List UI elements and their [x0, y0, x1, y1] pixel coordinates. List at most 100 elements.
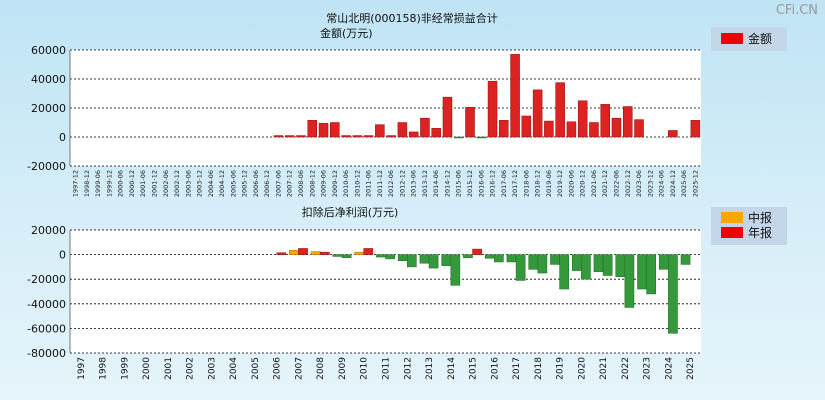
bottom-x-tick-label: 2003	[207, 357, 217, 380]
bottom-chart-title: 扣除后净利润(万元)	[302, 205, 399, 219]
bottom-bar-interim	[354, 251, 364, 255]
top-x-tick-label: 2008-12	[308, 170, 316, 197]
top-x-tick-label: 2025-06	[680, 170, 688, 197]
bottom-x-axis: 1997 1998 1999 2000 2001 2002 2003 2004 2005 2006…	[77, 357, 696, 380]
bottom-x-tick-label: 2018	[534, 357, 544, 380]
bottom-y-axis: -80000 -60000 -40000 -20000 0 20000	[27, 224, 71, 360]
top-bar	[341, 135, 351, 138]
bottom-bar-interim	[376, 254, 386, 258]
bottom-bar-annual	[559, 254, 569, 290]
top-bar	[611, 117, 622, 138]
top-x-tick-label: 2004-12	[218, 170, 226, 197]
bottom-bar-interim	[397, 254, 408, 262]
top-bar	[284, 135, 295, 138]
bottom-bar-annual	[385, 254, 395, 260]
bottom-x-tick-label: 2022	[621, 357, 631, 380]
top-x-tick-label: 2012-06	[387, 170, 395, 197]
bottom-x-tick-label: 2014	[447, 357, 457, 380]
top-x-tick-label: 2020-12	[579, 170, 587, 197]
top-y-tick-label: 0	[59, 131, 66, 144]
bottom-x-tick-label: 2021	[599, 357, 609, 380]
top-x-tick-label: 2012-12	[398, 170, 406, 197]
top-bar	[431, 128, 441, 138]
top-bar	[318, 122, 329, 138]
top-x-tick-label: 2003-12	[196, 170, 204, 197]
bottom-bar-annual	[537, 254, 548, 274]
bottom-bar-interim	[680, 254, 691, 265]
top-x-tick-label: 2002-12	[173, 170, 181, 197]
bottom-bar-interim	[289, 250, 299, 255]
top-x-tick-label: 2007-12	[286, 170, 294, 197]
top-bar	[577, 100, 588, 138]
bottom-bar-interim	[310, 251, 321, 255]
bottom-bar-annual	[624, 254, 635, 308]
top-x-tick-label: 2013-06	[410, 170, 418, 197]
bottom-bar-interim	[419, 254, 430, 264]
bottom-x-tick-label: 2012	[403, 357, 413, 380]
bottom-y-tick-label: 20000	[31, 224, 66, 237]
top-x-tick-label: 2023-12	[646, 170, 654, 197]
top-bar	[499, 120, 509, 138]
bottom-x-tick-label: 1997	[77, 357, 87, 380]
top-bar	[521, 115, 532, 138]
bottom-bar-interim	[332, 254, 343, 257]
top-x-tick-label: 1997-12	[72, 170, 80, 197]
bottom-bar-annual	[363, 248, 374, 255]
top-bar	[690, 120, 701, 138]
bottom-x-tick-label: 1999	[120, 357, 130, 380]
bottom-x-tick-label: 2019	[556, 357, 566, 380]
bottom-x-tick-label: 2006	[273, 357, 283, 380]
top-x-tick-label: 2022-12	[624, 170, 632, 197]
top-bar	[296, 135, 306, 138]
bottom-legend-swatch-annual	[721, 227, 743, 238]
top-x-tick-label: 2011-06	[365, 170, 373, 197]
top-x-tick-label: 2005-12	[241, 170, 249, 197]
bottom-x-tick-label: 2011	[382, 357, 392, 380]
top-x-tick-label: 2021-06	[590, 170, 598, 197]
bottom-bar-annual	[472, 248, 482, 255]
top-x-tick-label: 2016-06	[477, 170, 485, 197]
bottom-x-tick-label: 2008	[316, 357, 326, 380]
top-x-tick-label: 2006-12	[263, 170, 271, 197]
top-x-tick-label: 1999-12	[105, 170, 113, 197]
top-bar	[566, 121, 577, 138]
top-x-tick-label: 2024-06	[658, 170, 666, 197]
top-bar	[634, 119, 644, 138]
top-bar	[544, 120, 554, 138]
bottom-bar-annual	[515, 254, 526, 281]
bottom-y-tick-label: -20000	[27, 273, 66, 286]
bottom-bar-annual	[428, 254, 439, 269]
top-x-tick-label: 1998-12	[83, 170, 91, 197]
top-x-tick-label: 2018-12	[534, 170, 542, 197]
bottom-bar-interim	[441, 254, 452, 266]
top-x-tick-label: 2024-12	[669, 170, 677, 197]
top-x-tick-label: 2022-06	[612, 170, 620, 197]
bottom-legend-label-interim: 中报	[748, 210, 772, 225]
bottom-legend: 中报 年报	[711, 207, 787, 245]
top-x-tick-label: 2014-12	[443, 170, 451, 197]
top-y-tick-label: 40000	[31, 73, 66, 86]
bottom-bar-annual	[276, 252, 287, 255]
top-x-tick-label: 2011-12	[376, 170, 384, 197]
bottom-bar-interim	[658, 254, 669, 270]
bottom-bar-annual	[341, 254, 352, 258]
bottom-x-tick-label: 2013	[425, 357, 435, 380]
bottom-y-tick-label: -60000	[27, 322, 66, 335]
bottom-bar-annual	[602, 254, 613, 276]
top-x-tick-label: 2008-06	[297, 170, 305, 197]
top-bar	[408, 131, 419, 138]
top-x-tick-label: 2017-12	[511, 170, 519, 197]
top-bar	[273, 135, 284, 138]
top-x-tick-label: 2016-12	[489, 170, 497, 197]
top-y-tick-label: 60000	[31, 44, 66, 57]
bottom-bar-interim	[550, 254, 560, 265]
top-x-tick-label: 2018-06	[522, 170, 530, 197]
top-bar	[352, 135, 363, 138]
bottom-bar-annual	[319, 251, 330, 255]
bottom-x-tick-label: 1998	[99, 357, 109, 380]
bottom-x-tick-label: 2001	[164, 357, 174, 380]
top-bar	[386, 135, 396, 138]
bottom-bar-interim	[637, 254, 647, 290]
